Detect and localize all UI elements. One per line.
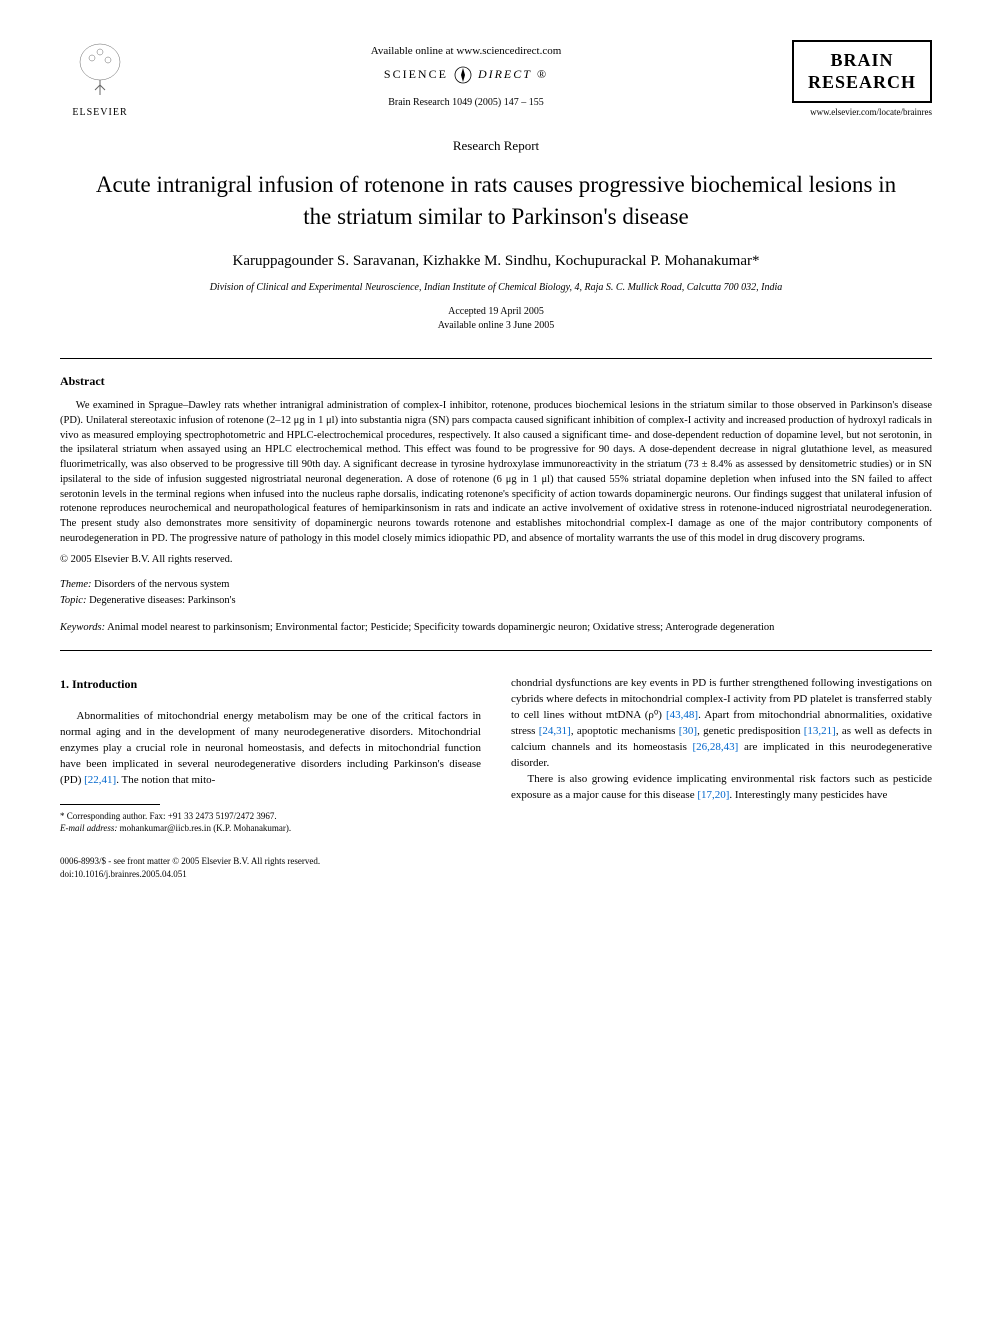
text-fragment: . The notion that mito- <box>116 774 215 786</box>
text-fragment: , genetic predisposition <box>697 725 804 737</box>
citation-link[interactable]: [24,31] <box>539 725 571 737</box>
elsevier-tree-icon <box>70 40 130 100</box>
text-fragment: . Interestingly many pesticides have <box>729 789 887 801</box>
journal-box-wrapper: BRAIN RESEARCH www.elsevier.com/locate/b… <box>792 40 932 117</box>
compass-icon <box>453 65 473 85</box>
citation-link[interactable]: [26,28,43] <box>692 741 738 753</box>
email-address[interactable]: mohankumar@iicb.res.in (K.P. Mohanakumar… <box>120 823 292 833</box>
publisher-name: ELSEVIER <box>60 107 140 118</box>
issn-line: 0006-8993/$ - see front matter © 2005 El… <box>60 855 481 868</box>
abstract-heading: Abstract <box>60 374 932 389</box>
citation-link[interactable]: [17,20] <box>697 789 729 801</box>
topic-value: Degenerative diseases: Parkinson's <box>89 595 236 606</box>
copyright: © 2005 Elsevier B.V. All rights reserved… <box>60 554 932 565</box>
header-center: Available online at www.sciencedirect.co… <box>140 40 792 108</box>
journal-name-line1: BRAIN <box>808 50 916 72</box>
intro-paragraph-1-cont: chondrial dysfunctions are key events in… <box>511 676 932 772</box>
topic-line: Topic: Degenerative diseases: Parkinson'… <box>60 593 932 609</box>
divider <box>60 650 932 651</box>
corresponding-author-footnote: * Corresponding author. Fax: +91 33 2473… <box>60 810 481 823</box>
citation-link[interactable]: [22,41] <box>84 774 116 786</box>
registered-mark: ® <box>537 67 548 81</box>
column-left: 1. Introduction Abnormalities of mitocho… <box>60 676 481 880</box>
doi-line: doi:10.1016/j.brainres.2005.04.051 <box>60 868 481 881</box>
abstract-text: We examined in Sprague–Dawley rats wheth… <box>60 399 932 546</box>
science-direct-part2: DIRECT <box>478 67 532 81</box>
abstract-body: We examined in Sprague–Dawley rats wheth… <box>60 400 932 543</box>
citation-link[interactable]: [13,21] <box>804 725 836 737</box>
journal-box: BRAIN RESEARCH <box>792 40 932 103</box>
theme-label: Theme: <box>60 579 92 590</box>
divider <box>60 358 932 359</box>
email-label: E-mail address: <box>60 823 117 833</box>
theme-line: Theme: Disorders of the nervous system <box>60 577 932 593</box>
citation-link[interactable]: [43,48] <box>666 709 698 721</box>
topic-label: Topic: <box>60 595 86 606</box>
publisher-logo: ELSEVIER <box>60 40 140 118</box>
theme-topic-block: Theme: Disorders of the nervous system T… <box>60 577 932 609</box>
footer-block: 0006-8993/$ - see front matter © 2005 El… <box>60 855 481 881</box>
theme-value: Disorders of the nervous system <box>94 579 229 590</box>
email-footnote: E-mail address: mohankumar@iicb.res.in (… <box>60 822 481 835</box>
keywords-value: Animal model nearest to parkinsonism; En… <box>107 622 774 633</box>
authors: Karuppagounder S. Saravanan, Kizhakke M.… <box>60 253 932 270</box>
accepted-date: Accepted 19 April 2005 <box>60 305 932 319</box>
body-columns: 1. Introduction Abnormalities of mitocho… <box>60 676 932 880</box>
available-online-text: Available online at www.sciencedirect.co… <box>140 45 792 57</box>
text-fragment: , apoptotic mechanisms <box>571 725 679 737</box>
report-type: Research Report <box>60 138 932 154</box>
intro-paragraph-2: There is also growing evidence implicati… <box>511 772 932 804</box>
dates: Accepted 19 April 2005 Available online … <box>60 305 932 333</box>
science-direct-part1: SCIENCE <box>384 67 448 81</box>
article-title: Acute intranigral infusion of rotenone i… <box>80 169 912 233</box>
affiliation: Division of Clinical and Experimental Ne… <box>60 282 932 293</box>
citation-link[interactable]: [30] <box>679 725 697 737</box>
intro-paragraph-1: Abnormalities of mitochondrial energy me… <box>60 709 481 789</box>
column-right: chondrial dysfunctions are key events in… <box>511 676 932 880</box>
journal-name-line2: RESEARCH <box>808 72 916 94</box>
journal-url[interactable]: www.elsevier.com/locate/brainres <box>792 107 932 117</box>
keywords-block: Keywords: Animal model nearest to parkin… <box>60 621 932 636</box>
intro-heading: 1. Introduction <box>60 676 481 693</box>
available-date: Available online 3 June 2005 <box>60 319 932 333</box>
journal-reference: Brain Research 1049 (2005) 147 – 155 <box>140 97 792 108</box>
keywords-label: Keywords: <box>60 622 105 633</box>
header-row: ELSEVIER Available online at www.science… <box>60 40 932 118</box>
science-direct-logo: SCIENCE DIRECT ® <box>140 65 792 85</box>
footnote-divider <box>60 804 160 805</box>
